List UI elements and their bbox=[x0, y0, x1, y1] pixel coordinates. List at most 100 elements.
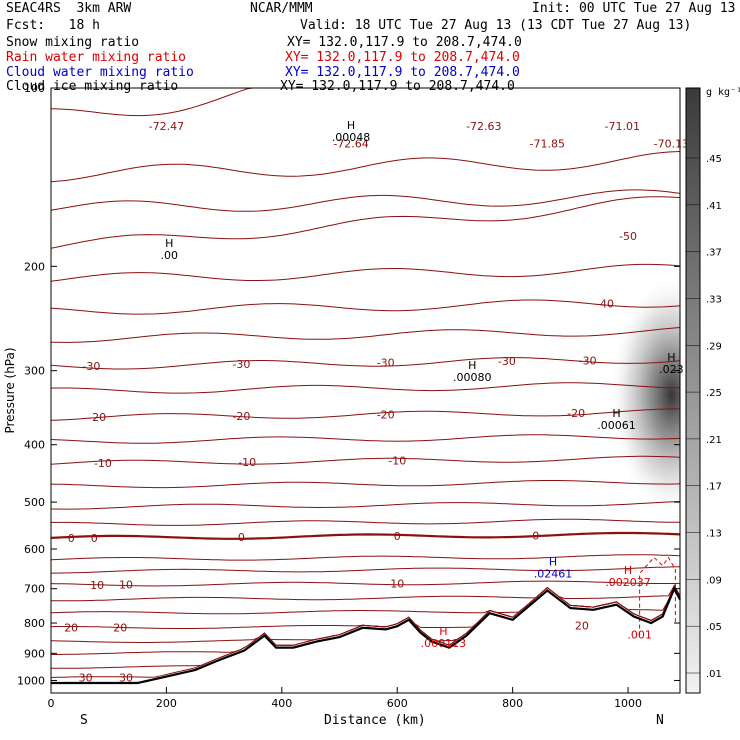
isotherm-label: 20 bbox=[113, 622, 127, 635]
isotherm-line bbox=[51, 328, 680, 343]
isotherm-label: 0 bbox=[394, 530, 401, 543]
field-label-cloud-ice: Cloud ice mixing ratio bbox=[6, 80, 178, 94]
field-xy-cloud-ice: XY= 132.0,117.9 to 208.7,474.0 bbox=[280, 80, 515, 94]
isotherm-label: -71.01 bbox=[605, 120, 640, 133]
colorbar-tick-label: .09 bbox=[706, 575, 722, 586]
isotherm--20 bbox=[51, 409, 680, 420]
isotherm--50 bbox=[51, 197, 680, 248]
isotherm-line bbox=[51, 502, 680, 510]
y-tick-label: 200 bbox=[24, 260, 45, 273]
isotherm-label: -50 bbox=[619, 230, 637, 243]
isotherm-lines bbox=[51, 88, 680, 678]
field-xy-rain: XY= 132.0,117.9 to 208.7,474.0 bbox=[285, 51, 520, 65]
isotherm-label: -20 bbox=[88, 411, 106, 424]
isotherm-label: 0 bbox=[68, 532, 75, 545]
terrain-line bbox=[51, 589, 680, 683]
valid-label: Valid: 18 UTC Tue 27 Aug 13 (13 CDT Tue … bbox=[300, 19, 691, 33]
init-label: Init: 00 UTC Tue 27 Aug 13 bbox=[532, 2, 736, 16]
isotherm-label: -30 bbox=[82, 360, 100, 373]
colorbar-tick-label: .33 bbox=[706, 294, 722, 305]
colorbar-tick-label: .41 bbox=[706, 201, 722, 212]
isotherm-label: -40 bbox=[596, 297, 614, 310]
isotherm-line bbox=[51, 586, 680, 643]
isotherm-label: 10 bbox=[90, 579, 104, 592]
isotherm-label: -10 bbox=[94, 457, 112, 470]
y-tick-label: 800 bbox=[24, 617, 45, 630]
colorbar-tick-label: .17 bbox=[706, 482, 722, 493]
isotherm-label: -30 bbox=[232, 358, 250, 371]
colorbar-tick-label: .45 bbox=[706, 154, 722, 165]
fcst-label: Fcst: 18 h bbox=[6, 19, 100, 33]
isotherm-label: 20 bbox=[575, 620, 589, 633]
isotherm-label: -70.13 bbox=[654, 137, 689, 150]
y-tick-label: 300 bbox=[24, 365, 45, 378]
dir-label-left: S bbox=[80, 714, 88, 728]
isotherm-label: -10 bbox=[238, 456, 256, 469]
isotherm-line bbox=[51, 190, 680, 211]
max-value-label: .000113 bbox=[421, 637, 467, 650]
terrain-surface bbox=[51, 589, 680, 683]
field-label-snow: Snow mixing ratio bbox=[6, 36, 139, 50]
isotherm-label: -30 bbox=[498, 355, 516, 368]
isotherm-label: 0 bbox=[238, 531, 245, 544]
x-tick-label: 600 bbox=[387, 697, 408, 710]
x-axis-label: Distance (km) bbox=[324, 714, 426, 728]
max-value-label: .001 bbox=[627, 629, 652, 642]
colorbar: .45 .41 .37 .33 .29 .25 .21 .17 .13 .09 .05 .01 bbox=[686, 88, 722, 693]
isotherm--40 bbox=[51, 300, 680, 314]
isotherm-10 bbox=[51, 581, 680, 586]
field-label-cloud-water: Cloud water mixing ratio bbox=[6, 66, 194, 80]
x-tick-label: 1000 bbox=[614, 697, 642, 710]
isotherm-label: 10 bbox=[119, 579, 133, 592]
max-value-label: .002037 bbox=[605, 576, 651, 589]
field-xy-cloud-water: XY= 132.0,117.9 to 208.7,474.0 bbox=[285, 66, 520, 80]
isotherm-line bbox=[51, 586, 680, 601]
isotherm-label: -72.63 bbox=[466, 120, 501, 133]
isotherm-label: 0 bbox=[91, 532, 98, 545]
org-label: NCAR/MMM bbox=[250, 2, 313, 16]
field-label-rain: Rain water mixing ratio bbox=[6, 51, 186, 65]
max-value-label: .00048 bbox=[332, 131, 371, 144]
colorbar-tick-label: .13 bbox=[706, 529, 722, 540]
colorbar-tick-label: .25 bbox=[706, 388, 722, 399]
y-tick-label: 500 bbox=[24, 496, 45, 509]
y-tick-label: 600 bbox=[24, 543, 45, 556]
colorbar-tick-label: .01 bbox=[706, 669, 722, 680]
isotherm-label: 10 bbox=[390, 577, 404, 590]
max-value-label: .02461 bbox=[534, 568, 573, 581]
colorbar-scale bbox=[686, 88, 700, 693]
isotherm-label: 0 bbox=[532, 529, 539, 542]
colorbar-tick-label: .21 bbox=[706, 435, 722, 446]
plot-frame bbox=[51, 88, 680, 693]
colorbar-tick-label: .37 bbox=[706, 248, 722, 259]
isotherm-label: -30 bbox=[377, 357, 395, 370]
isotherm-line bbox=[51, 383, 680, 393]
y-tick-label: 900 bbox=[24, 647, 45, 660]
isotherm-0 bbox=[51, 533, 680, 539]
y-tick-label: 700 bbox=[24, 583, 45, 596]
colorbar-tick-label: .05 bbox=[706, 622, 722, 633]
max-value-label: .00061 bbox=[597, 419, 636, 432]
y-tick-label: 400 bbox=[24, 439, 45, 452]
colorbar-tick-label: .29 bbox=[706, 341, 722, 352]
x-tick-label: 0 bbox=[48, 697, 55, 710]
isotherm-label: -71.85 bbox=[530, 137, 565, 150]
isotherm-line bbox=[51, 481, 680, 488]
isotherm-label: -20 bbox=[232, 410, 250, 423]
cross-section-chart: -72.47-72.64-72.63-71.85-71.01-70.13-50-… bbox=[0, 0, 740, 740]
field-xy-snow: XY= 132.0,117.9 to 208.7,474.0 bbox=[287, 36, 522, 50]
isotherm-label: -20 bbox=[377, 409, 395, 422]
y-axis-label: Pressure (hPa) bbox=[3, 347, 17, 433]
isotherm-label: 20 bbox=[64, 622, 78, 635]
isotherm-line bbox=[51, 519, 680, 525]
isotherm-label: -72.47 bbox=[149, 120, 184, 133]
isotherm-line bbox=[51, 555, 680, 560]
model-label: SEAC4RS 3km ARW bbox=[6, 2, 131, 16]
x-tick-label: 200 bbox=[156, 697, 177, 710]
dir-label-right: N bbox=[656, 714, 664, 728]
isotherm--10 bbox=[51, 456, 680, 464]
isotherm-label: -30 bbox=[579, 354, 597, 367]
x-tick-label: 400 bbox=[271, 697, 292, 710]
isotherm-line bbox=[51, 435, 680, 444]
